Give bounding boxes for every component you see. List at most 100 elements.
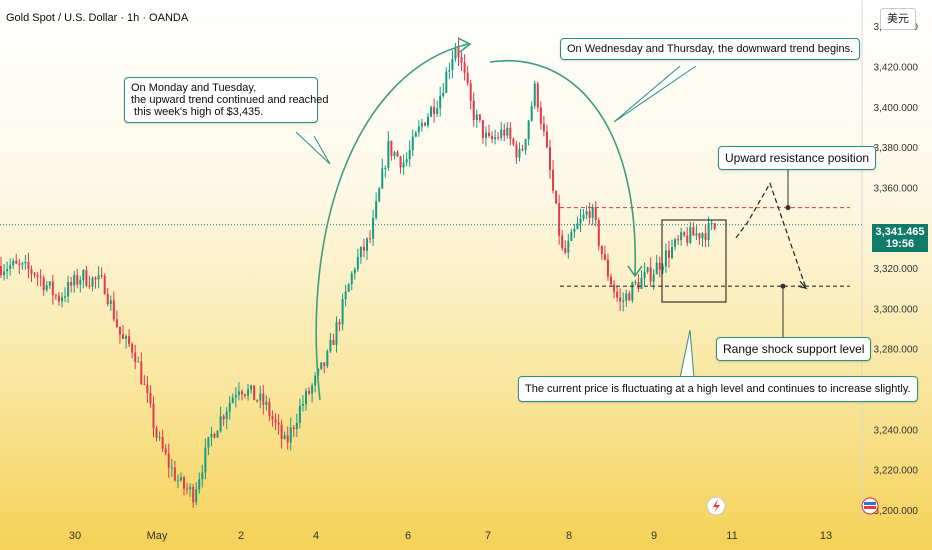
candle bbox=[219, 406, 222, 433]
candle bbox=[573, 223, 576, 238]
candle-body bbox=[378, 188, 381, 202]
candle-body bbox=[164, 448, 167, 454]
candle bbox=[610, 273, 612, 286]
lightning-icon bbox=[706, 496, 726, 516]
candle bbox=[539, 101, 542, 130]
candle-body bbox=[497, 137, 500, 139]
candle-body bbox=[30, 269, 33, 274]
candle-body bbox=[262, 393, 265, 405]
candle bbox=[274, 413, 277, 430]
annotation-wednesday: On Wednesday and Thursday, the downward … bbox=[560, 38, 861, 60]
candle bbox=[125, 334, 128, 349]
candle-body bbox=[237, 391, 240, 396]
candle bbox=[210, 426, 213, 447]
candle-body bbox=[51, 281, 54, 296]
candle bbox=[576, 216, 579, 230]
wednesday-note-tail bbox=[613, 65, 697, 123]
candle bbox=[195, 482, 198, 506]
candle-body bbox=[256, 400, 259, 402]
candle bbox=[170, 458, 173, 477]
candle-body bbox=[683, 232, 686, 236]
candle-body bbox=[603, 254, 606, 260]
candle bbox=[448, 62, 451, 80]
candle bbox=[594, 201, 597, 227]
candle bbox=[332, 333, 335, 346]
currency-button[interactable]: 美元 bbox=[880, 8, 916, 30]
candle-body bbox=[518, 148, 521, 158]
candle-body bbox=[399, 156, 402, 168]
candle-body bbox=[454, 47, 457, 59]
candle-body bbox=[625, 293, 628, 301]
candle bbox=[305, 388, 307, 411]
candle-body bbox=[661, 266, 664, 270]
candle-body bbox=[469, 83, 472, 101]
candle bbox=[625, 289, 628, 307]
candle bbox=[411, 129, 414, 157]
candle-body bbox=[622, 300, 625, 302]
candle-body bbox=[155, 428, 158, 438]
candle bbox=[585, 205, 588, 220]
current-note-tail bbox=[679, 329, 695, 379]
candle bbox=[128, 329, 131, 348]
candle bbox=[186, 482, 189, 495]
candle-body bbox=[234, 395, 237, 398]
candle-body bbox=[70, 282, 73, 286]
candle-body bbox=[384, 167, 387, 169]
candle-body bbox=[61, 297, 63, 302]
candle bbox=[588, 202, 591, 225]
candle-body bbox=[18, 263, 21, 265]
candle-body bbox=[146, 384, 149, 393]
candle-body bbox=[103, 275, 106, 295]
candle bbox=[57, 291, 60, 306]
candle-body bbox=[478, 114, 481, 121]
candle-body bbox=[606, 259, 609, 277]
candle-body bbox=[555, 190, 558, 204]
candle bbox=[570, 228, 573, 242]
candle-body bbox=[250, 385, 253, 390]
projection-arrowhead bbox=[797, 280, 808, 290]
candle bbox=[393, 150, 396, 160]
candle bbox=[536, 81, 539, 112]
candle bbox=[15, 253, 18, 265]
candle-body bbox=[655, 262, 658, 275]
candle bbox=[509, 122, 512, 146]
flag-icon-stripe bbox=[864, 502, 876, 505]
annotation-current-price: The current price is fluctuating at a hi… bbox=[518, 376, 918, 402]
candle bbox=[329, 332, 332, 353]
y-tick-label: 3,200.000 bbox=[874, 506, 919, 517]
candle bbox=[658, 256, 661, 278]
candle-body bbox=[292, 427, 295, 430]
candle bbox=[423, 122, 426, 127]
candle-body bbox=[713, 223, 716, 230]
y-tick-label: 3,400.000 bbox=[874, 103, 919, 114]
candle bbox=[259, 385, 262, 409]
candle bbox=[143, 374, 146, 386]
candle-body bbox=[390, 140, 393, 156]
candle bbox=[149, 385, 152, 408]
candle bbox=[652, 269, 655, 291]
x-tick-label: 7 bbox=[485, 530, 491, 542]
candle bbox=[427, 113, 429, 128]
candle-body bbox=[509, 127, 512, 139]
candle-body bbox=[9, 265, 12, 270]
candle-body bbox=[463, 62, 466, 73]
candle bbox=[417, 120, 420, 137]
candle-body bbox=[143, 383, 146, 385]
candle bbox=[445, 67, 448, 94]
candle bbox=[472, 92, 475, 127]
candle-body bbox=[24, 261, 27, 264]
candle-body bbox=[475, 114, 478, 121]
candle-body bbox=[414, 132, 417, 137]
candle bbox=[655, 254, 658, 275]
candle bbox=[118, 326, 121, 344]
candle-body bbox=[680, 232, 683, 241]
candle-body bbox=[0, 266, 2, 276]
candle-body bbox=[567, 240, 570, 253]
candle-body bbox=[411, 136, 414, 151]
candle-body bbox=[39, 276, 42, 278]
candle-body bbox=[231, 397, 234, 403]
candle-body bbox=[600, 245, 603, 255]
candle-body bbox=[536, 83, 539, 108]
candle-body bbox=[362, 246, 365, 251]
candle bbox=[353, 267, 356, 280]
